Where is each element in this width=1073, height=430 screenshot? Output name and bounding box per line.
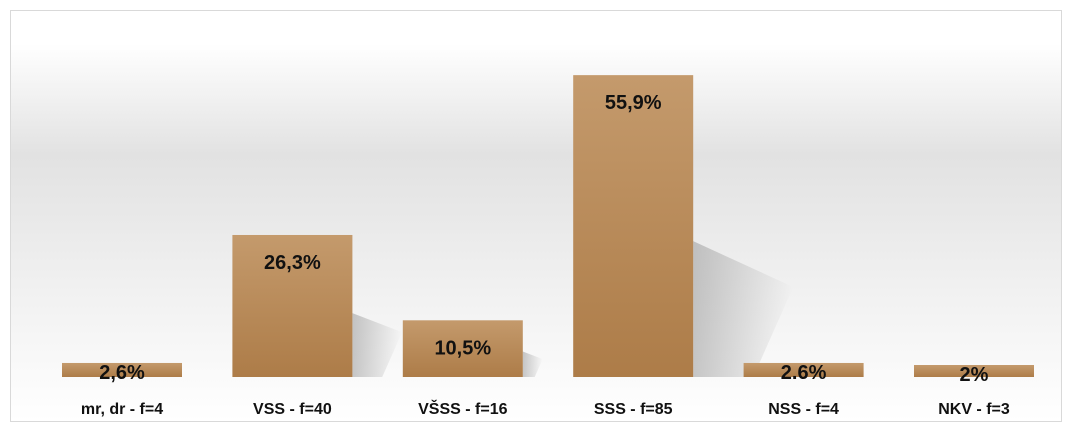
category-label: NKV - f=3 [938,401,1010,418]
category-label: VSS - f=40 [253,401,332,418]
data-label: 55,9% [605,92,662,114]
chart-frame [10,10,1062,422]
data-label: 2% [960,364,989,386]
bar [232,234,353,377]
category-label: NSS - f=4 [768,401,839,418]
bars [62,75,1034,377]
bar-shadow [352,313,403,377]
category-label: VŠSS - f=16 [418,399,507,418]
data-label: 2,6% [99,362,145,384]
bar-shadow [693,241,794,377]
data-labels: 2,6% 26,3% 10,5% 55,9% 2.6% 2% [99,92,988,386]
category-labels: mr, dr - f=4 VSS - f=40 VŠSS - f=16 SSS - f… [81,399,1010,418]
bar-shadows [352,241,794,377]
category-label: mr, dr - f=4 [81,401,163,418]
bar [914,365,1034,377]
data-label: 2.6% [781,362,827,384]
bar-shadow [522,351,543,377]
bar [743,362,864,377]
data-label: 10,5% [434,337,491,359]
bar [402,320,523,377]
bar [62,362,182,377]
data-label: 26,3% [264,252,321,274]
category-label: SSS - f=85 [594,401,673,418]
bar [573,75,694,377]
